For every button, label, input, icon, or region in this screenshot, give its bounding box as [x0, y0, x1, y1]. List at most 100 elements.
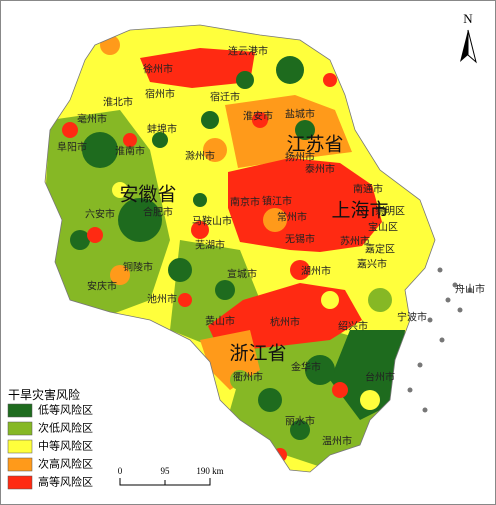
province-label: 浙江省 [229, 342, 286, 364]
city-label: 黄山市 [205, 314, 235, 327]
scale-label: 0 [118, 466, 123, 476]
city-label: 湖州市 [301, 264, 331, 277]
city-label: 淮安市 [243, 109, 273, 122]
city-label: 宿迁市 [210, 90, 240, 103]
city-label: 宝山区 [368, 220, 398, 233]
zone [323, 73, 337, 87]
city-label: 杭州市 [270, 315, 300, 328]
island [452, 282, 458, 288]
city-label: 宣城市 [227, 267, 257, 280]
zone [87, 227, 103, 243]
zone [118, 198, 162, 242]
outline [44, 24, 436, 473]
city-label: 衢州市 [233, 370, 263, 383]
legend-swatch [7, 421, 33, 436]
island [407, 387, 413, 393]
province-label: 江苏省 [286, 133, 343, 155]
city-label: 淮北市 [103, 95, 133, 108]
zone [201, 111, 219, 129]
island [417, 362, 423, 368]
legend-swatch [7, 475, 33, 490]
city-label: 芜湖市 [195, 238, 225, 251]
island [439, 337, 445, 343]
legend-swatch [7, 439, 33, 454]
city-label: 绍兴市 [338, 319, 368, 332]
zone [152, 132, 168, 148]
legend-label: 次低风险区 [38, 421, 93, 435]
scale-bar: 0 95 190 km [118, 466, 224, 486]
city-label: 宁波市 [397, 310, 427, 323]
city-label: 泰州市 [305, 162, 335, 175]
zone [305, 355, 335, 385]
city-label: 池州市 [147, 292, 177, 305]
city-label: 温州市 [322, 434, 352, 447]
city-label: 蚌埠市 [147, 122, 177, 135]
zone [82, 132, 118, 168]
city-label: 常州市 [277, 210, 307, 223]
city-label: 南通市 [353, 182, 383, 195]
island [457, 307, 463, 313]
zone [236, 71, 254, 89]
legend-label: 次高风险区 [38, 457, 93, 471]
zone [178, 293, 192, 307]
city-label: 淮南市 [115, 144, 145, 157]
zone [203, 138, 227, 162]
city-label: 连云港市 [228, 44, 268, 57]
zone [193, 193, 207, 207]
city-label: 盐城市 [285, 107, 315, 120]
north-label: N [463, 11, 473, 26]
zone [368, 288, 392, 312]
zone [112, 182, 128, 198]
city-label: 舟山市 [455, 282, 485, 295]
zone [258, 388, 282, 412]
city-label: 南京市 [230, 195, 260, 208]
city-label: 崇明区 [375, 205, 405, 217]
city-label: 阜阳市 [57, 140, 87, 153]
zone [123, 133, 137, 147]
legend-swatch [7, 403, 33, 418]
zone [70, 230, 90, 250]
city-label: 台州市 [365, 370, 395, 383]
zone [110, 265, 130, 285]
zone [168, 258, 192, 282]
zone [330, 330, 405, 420]
city-label: 无锡市 [285, 232, 315, 245]
zone [360, 390, 380, 410]
city-label: 镇江市 [262, 194, 292, 207]
zone [228, 158, 382, 252]
city-label: 安庆市 [87, 279, 117, 292]
city-label: 合肥市 [143, 205, 173, 218]
legend-title: 干旱灾害风险 [8, 387, 80, 402]
legend-label: 高等风险区 [38, 475, 93, 489]
zone [276, 56, 304, 84]
zone [321, 291, 339, 309]
island [422, 407, 428, 413]
island [445, 297, 451, 303]
zone [290, 260, 310, 280]
city-label: 马鞍山市 [192, 214, 232, 227]
legend-swatch [7, 457, 33, 472]
city-label: 苏州市 [340, 234, 370, 247]
scale-label: 95 [161, 466, 171, 476]
city-label: 滁州市 [185, 149, 215, 162]
zone [215, 280, 235, 300]
province-label: 安徽省 [119, 183, 176, 205]
city-label: 宿州市 [145, 87, 175, 100]
city-label: 嘉兴市 [357, 257, 387, 270]
city-label: 铜陵市 [123, 260, 153, 273]
island [437, 267, 443, 273]
legend-label: 中等风险区 [38, 439, 93, 453]
city-label: 金华市 [291, 360, 321, 373]
zone [252, 112, 268, 128]
zone [332, 382, 348, 398]
zone [45, 110, 170, 315]
scale-label: 190 km [196, 466, 223, 476]
risk-zones [44, 24, 473, 473]
zone [290, 420, 310, 440]
legend-label: 低等风险区 [38, 403, 93, 417]
zone [191, 221, 209, 239]
city-label: 嘉定区 [365, 242, 395, 255]
city-label: 徐州市 [143, 62, 173, 75]
